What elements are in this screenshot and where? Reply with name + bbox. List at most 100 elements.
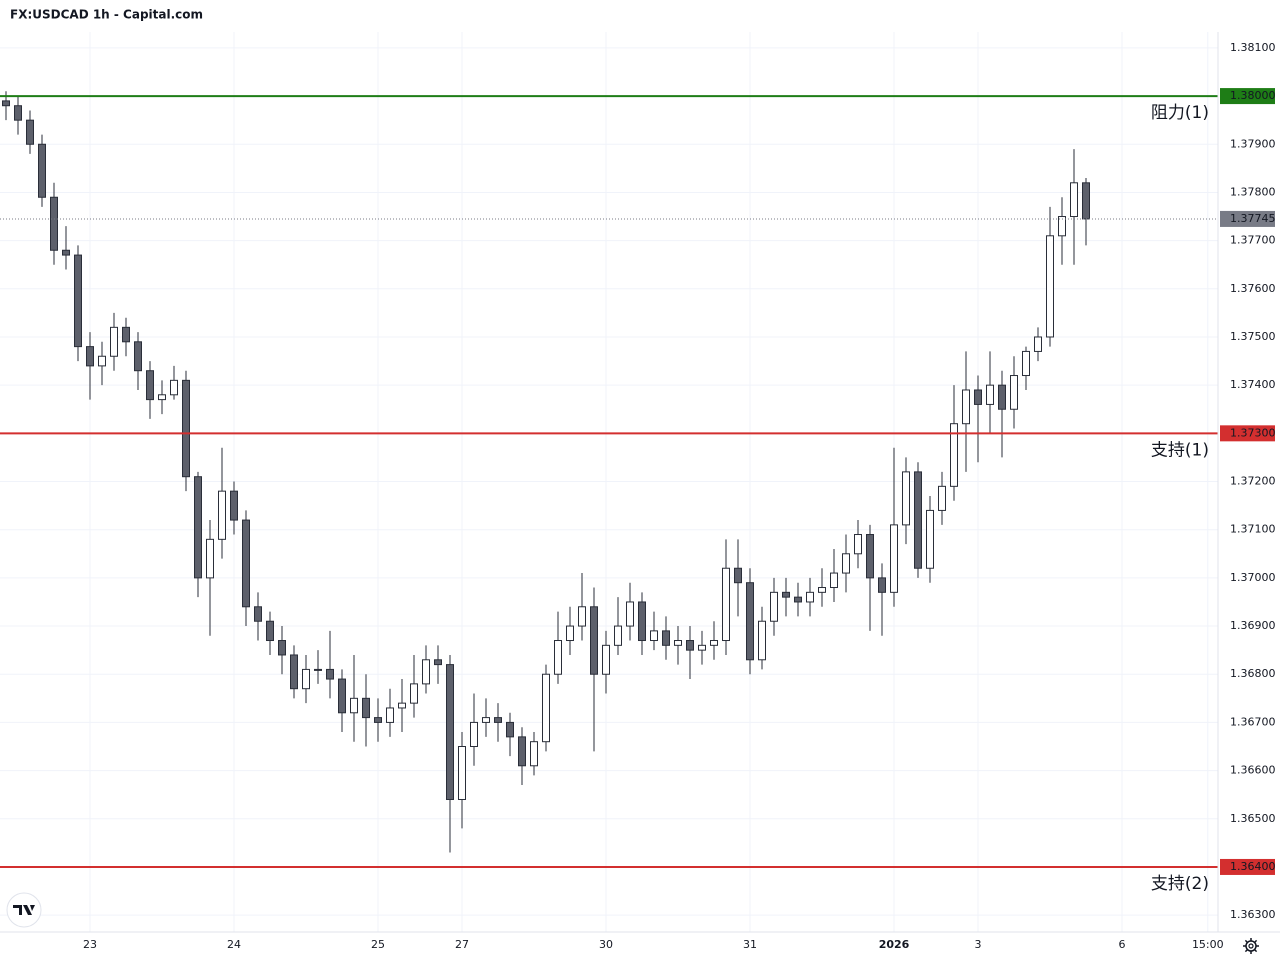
candle	[326, 630, 334, 699]
candle-body	[686, 640, 694, 651]
candle-body	[758, 620, 766, 661]
candle-body	[1010, 375, 1018, 410]
candle-body	[50, 196, 58, 251]
candle-body	[1046, 235, 1054, 338]
candle	[854, 520, 862, 569]
candle-body	[350, 697, 358, 714]
candle	[338, 669, 346, 733]
candle	[530, 732, 538, 776]
candle	[494, 703, 502, 742]
candle-body	[890, 524, 898, 593]
candle-body	[950, 423, 958, 487]
y-tick-label: 1.36300	[1230, 908, 1276, 921]
level-box	[1220, 425, 1275, 442]
candle-body	[674, 640, 682, 646]
y-tick-label: 1.36600	[1230, 764, 1276, 777]
candle-body	[326, 668, 334, 680]
candle-body	[566, 625, 574, 642]
candle	[398, 679, 406, 733]
candle-body	[110, 326, 118, 357]
candle-body	[122, 326, 130, 343]
candle	[1070, 149, 1078, 265]
candle-body	[854, 534, 862, 555]
y-tick-label: 1.36500	[1230, 812, 1276, 825]
candle-body	[998, 384, 1006, 410]
candle	[86, 332, 94, 400]
candle-body	[746, 582, 754, 661]
level-name: 阻力(1)	[1151, 103, 1209, 123]
candle-body	[194, 476, 202, 579]
level-name: 支持(1)	[1151, 440, 1209, 460]
candle	[482, 698, 490, 737]
candle	[182, 370, 190, 492]
candle	[650, 611, 658, 651]
candle	[14, 96, 22, 135]
candle-body	[170, 379, 178, 396]
candle	[290, 645, 298, 699]
candle	[110, 312, 118, 371]
candle	[458, 732, 466, 829]
candle	[206, 520, 214, 636]
candle-body	[554, 640, 562, 675]
candle-body	[470, 721, 478, 748]
settings-icon[interactable]	[1243, 938, 1259, 954]
candle-body	[1082, 182, 1090, 220]
tv-logo[interactable]	[6, 892, 42, 928]
candle	[134, 332, 142, 390]
y-tick-label: 1.38100	[1230, 41, 1276, 54]
candle	[230, 481, 238, 535]
candle-body	[266, 620, 274, 642]
candle	[1046, 206, 1054, 347]
candle-body	[422, 659, 430, 685]
overlay: 1.37745 1.38000 阻力(1) 1.37300 支持(1) 1.36400 支持…	[0, 88, 1276, 894]
x-tick-label: 23	[83, 938, 97, 951]
last-price-label: 1.37745	[1230, 212, 1276, 225]
candle	[506, 712, 514, 757]
candle	[818, 568, 826, 607]
candle	[806, 577, 814, 617]
candle-body	[278, 640, 286, 656]
x-tick-label: 3	[975, 938, 982, 951]
candle	[446, 654, 454, 853]
candle	[698, 630, 706, 665]
candle	[566, 606, 574, 655]
candle	[122, 317, 130, 357]
y-tick-label: 1.37900	[1230, 137, 1276, 150]
level-name: 支持(2)	[1151, 874, 1209, 894]
candle-body	[446, 664, 454, 801]
candle-body	[734, 567, 742, 584]
candle	[1022, 346, 1030, 390]
candle	[26, 110, 34, 154]
candle	[722, 539, 730, 655]
candle	[374, 698, 382, 742]
candle	[1034, 327, 1042, 362]
candle	[770, 577, 778, 636]
candle-body	[434, 659, 442, 666]
candle-body	[458, 746, 466, 801]
candle	[962, 351, 970, 472]
candle-body	[770, 591, 778, 622]
candle-body	[518, 736, 526, 767]
candle-body	[86, 346, 94, 367]
x-tick-label: 15:00	[1192, 938, 1224, 951]
candle-body	[146, 370, 154, 401]
x-tick-label: 2026	[879, 938, 910, 951]
candle	[782, 577, 790, 617]
candle-body	[398, 702, 406, 709]
candle-body	[1034, 336, 1042, 352]
y-tick-label: 1.37600	[1230, 282, 1276, 295]
candle	[866, 524, 874, 631]
candle	[950, 385, 958, 501]
candle	[746, 568, 754, 675]
candle	[302, 654, 310, 704]
candle-body	[98, 355, 106, 367]
candle-body	[482, 717, 490, 723]
candle-body	[62, 249, 70, 256]
candle-body	[914, 471, 922, 569]
candle-body	[182, 379, 190, 478]
x-tick-label: 25	[371, 938, 385, 951]
candle-body	[626, 601, 634, 627]
last-price-box	[1220, 210, 1275, 227]
